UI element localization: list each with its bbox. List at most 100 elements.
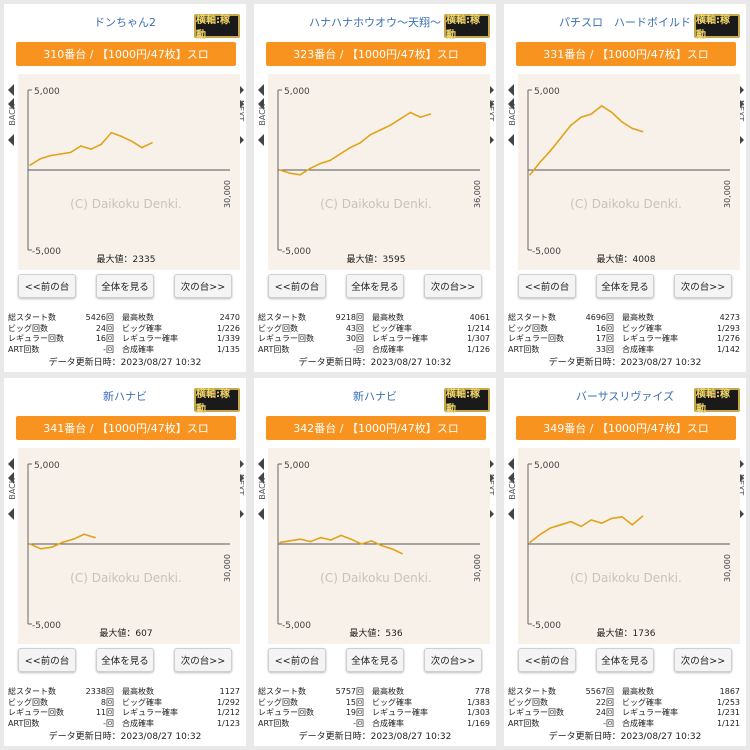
y-tick-bottom: -5,000: [282, 621, 311, 631]
stats-row: ビッグ回数 8回 ビッグ確率 1/292: [8, 698, 240, 709]
data-point: [29, 164, 31, 166]
axis-mode-button[interactable]: 横軸:稼動: [194, 388, 240, 415]
next-arrow-icon[interactable]: [488, 472, 494, 484]
next-label[interactable]: NEXT: [236, 474, 245, 496]
next-arrow-icon[interactable]: [238, 472, 244, 484]
next-arrow-icon[interactable]: [238, 84, 244, 96]
back-label[interactable]: BACK: [8, 104, 17, 126]
stats-cell: ビッグ回数: [8, 323, 48, 333]
stats-cell: 2338回: [85, 687, 114, 696]
prev-machine-button[interactable]: <<前の台: [268, 648, 326, 672]
prev-arrow-icon[interactable]: [8, 98, 14, 110]
next-arrow-icon[interactable]: [488, 134, 494, 146]
next-label[interactable]: NEXT: [736, 474, 745, 496]
next-arrow-icon[interactable]: [738, 458, 744, 470]
axis-mode-button[interactable]: 横軸:稼動: [694, 14, 740, 41]
stats-cell: ART回数: [8, 718, 40, 728]
next-arrow-icon[interactable]: [488, 98, 494, 110]
next-machine-button[interactable]: 次の台>>: [424, 648, 482, 672]
data-point: [391, 548, 393, 550]
prev-arrow-icon[interactable]: [508, 134, 514, 146]
next-label[interactable]: NEXT: [236, 100, 245, 122]
data-point: [401, 552, 403, 555]
prev-arrow-icon[interactable]: [8, 84, 14, 96]
prev-arrow-icon[interactable]: [8, 458, 14, 470]
max-value-label: 最大値：2335: [97, 253, 156, 265]
prev-arrow-icon[interactable]: [258, 134, 264, 146]
prev-arrow-icon[interactable]: [258, 98, 264, 110]
next-machine-button[interactable]: 次の台>>: [174, 274, 232, 298]
next-machine-button[interactable]: 次の台>>: [674, 274, 732, 298]
next-machine-button[interactable]: 次の台>>: [424, 274, 482, 298]
view-all-button[interactable]: 全体を見る: [346, 648, 404, 672]
axis-mode-button[interactable]: 横軸:稼動: [194, 14, 240, 41]
prev-machine-button[interactable]: <<前の台: [518, 648, 576, 672]
stats-cell: 2470: [219, 313, 240, 322]
prev-machine-button[interactable]: <<前の台: [18, 274, 76, 298]
stats-cell: 1127: [219, 687, 240, 696]
y-tick-top: 5,000: [534, 87, 560, 97]
machine-title: 新ハナビ: [353, 390, 397, 403]
next-arrow-icon[interactable]: [488, 458, 494, 470]
data-point: [621, 121, 623, 123]
view-all-button[interactable]: 全体を見る: [596, 648, 654, 672]
prev-machine-button[interactable]: <<前の台: [518, 274, 576, 298]
next-arrow-icon[interactable]: [738, 472, 744, 484]
next-arrow-icon[interactable]: [238, 98, 244, 110]
prev-arrow-icon[interactable]: [508, 98, 514, 110]
data-point: [379, 129, 382, 131]
prev-arrow-icon[interactable]: [508, 472, 514, 484]
next-label[interactable]: NEXT: [486, 100, 495, 122]
back-label[interactable]: BACK: [8, 478, 17, 500]
back-label[interactable]: BACK: [258, 104, 267, 126]
prev-arrow-icon[interactable]: [258, 472, 264, 484]
next-machine-button[interactable]: 次の台>>: [174, 648, 232, 672]
next-arrow-icon[interactable]: [238, 458, 244, 470]
back-label[interactable]: BACK: [258, 478, 267, 500]
prev-arrow-icon[interactable]: [8, 134, 14, 146]
prev-arrow-icon[interactable]: [258, 458, 264, 470]
stats-cell: 4696回: [585, 313, 614, 322]
view-all-button[interactable]: 全体を見る: [96, 274, 154, 298]
next-arrow-icon[interactable]: [738, 134, 744, 146]
stats-cell: レギュラー回数: [8, 708, 64, 717]
view-all-button[interactable]: 全体を見る: [346, 274, 404, 298]
next-label[interactable]: NEXT: [486, 474, 495, 496]
prev-arrow-icon[interactable]: [508, 458, 514, 470]
data-point: [600, 522, 603, 524]
next-label[interactable]: NEXT: [736, 100, 745, 122]
axis-mode-button[interactable]: 横軸:稼動: [444, 14, 490, 41]
back-label[interactable]: BACK: [508, 478, 517, 500]
machine-panel: ドンちゃん2 横軸:稼動 310番台 / 【1000円/47枚】スロ BACK NEXT…: [4, 4, 246, 372]
data-point: [570, 520, 572, 523]
stats-cell: 総スタート数: [508, 313, 556, 322]
prev-machine-button[interactable]: <<前の台: [18, 648, 76, 672]
next-arrow-icon[interactable]: [738, 98, 744, 110]
prev-arrow-icon[interactable]: [8, 472, 14, 484]
prev-arrow-icon[interactable]: [258, 508, 264, 520]
next-arrow-icon[interactable]: [238, 508, 244, 520]
stats-row: レギュラー回数 19回 レギュラー確率 1/303: [258, 708, 490, 719]
axis-mode-button[interactable]: 横軸:稼動: [694, 388, 740, 415]
next-machine-button[interactable]: 次の台>>: [674, 648, 732, 672]
stats-cell: 5567回: [585, 687, 614, 696]
next-arrow-icon[interactable]: [738, 508, 744, 520]
prev-arrow-icon[interactable]: [258, 84, 264, 96]
next-arrow-icon[interactable]: [238, 134, 244, 146]
next-arrow-icon[interactable]: [738, 84, 744, 96]
view-all-button[interactable]: 全体を見る: [596, 274, 654, 298]
prev-arrow-icon[interactable]: [8, 508, 14, 520]
prev-machine-button[interactable]: <<前の台: [268, 274, 326, 298]
next-arrow-icon[interactable]: [488, 508, 494, 520]
prev-arrow-icon[interactable]: [508, 84, 514, 96]
data-point: [399, 118, 402, 120]
prev-arrow-icon[interactable]: [508, 508, 514, 520]
data-point: [350, 538, 352, 540]
view-all-button[interactable]: 全体を見る: [96, 648, 154, 672]
next-arrow-icon[interactable]: [488, 84, 494, 96]
data-point: [369, 134, 372, 136]
stats-cell: レギュラー確率: [122, 708, 178, 717]
stats-table: 総スタート数 2338回 最高枚数 1127 ビッグ回数 8回 ビッグ確率 1/292 レギュラ…: [8, 687, 240, 729]
back-label[interactable]: BACK: [508, 104, 517, 126]
axis-mode-button[interactable]: 横軸:稼動: [444, 388, 490, 415]
